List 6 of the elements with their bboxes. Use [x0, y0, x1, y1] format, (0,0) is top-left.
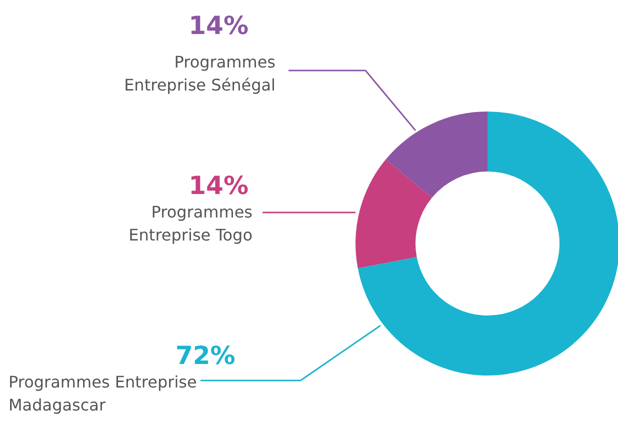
slice-label: Programmes Entreprise Togo — [128, 202, 253, 244]
data-label: 72% — [176, 341, 236, 370]
data-label: 14% — [188, 11, 249, 40]
data-label: 14% — [188, 171, 249, 200]
slice-label: Programmes Entreprise Sénégal — [124, 52, 276, 94]
slice-label: Programmes Entreprise Madagascar — [8, 372, 197, 414]
